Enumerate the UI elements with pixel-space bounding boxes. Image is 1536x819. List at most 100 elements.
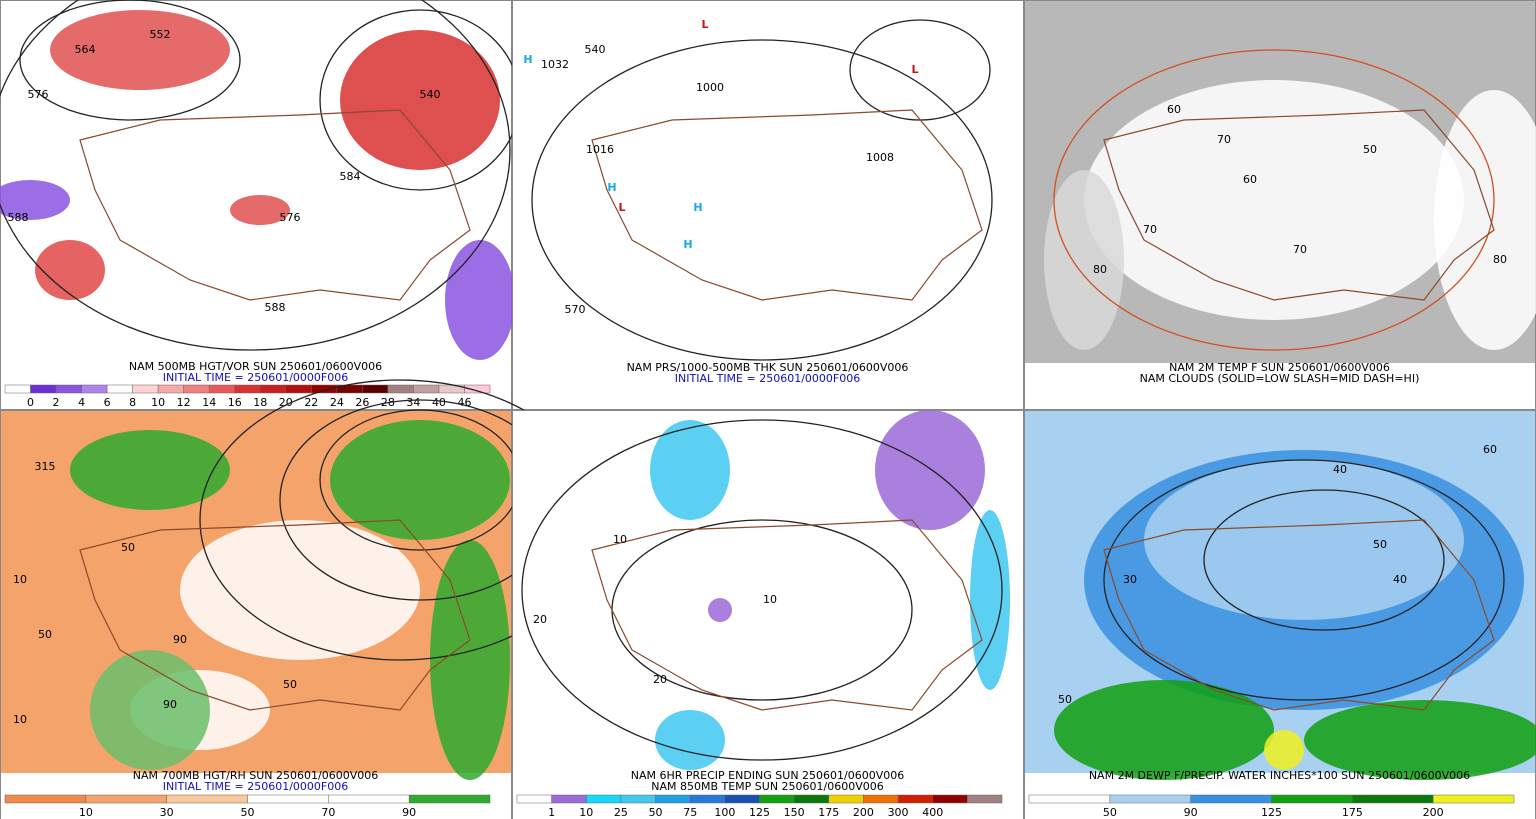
- colorbar-label: 50: [241, 806, 255, 819]
- map-outline: [1103, 519, 1495, 711]
- map-label: 70: [1143, 223, 1157, 236]
- map-label: 1000: [696, 81, 724, 94]
- panel: 50 30 40 50 40 60 NAM 2M DEWP F/PRECIP. WATER …: [1024, 410, 1536, 819]
- contour: [0, 0, 511, 351]
- colorbar-swatch: [516, 794, 552, 804]
- colorbar-swatch: [106, 384, 133, 394]
- map-label: 40: [1393, 573, 1407, 586]
- field-shade: [1434, 90, 1536, 350]
- caption-line: NAM 850MB TEMP SUN 250601/0600V006: [651, 780, 884, 793]
- colorbar-swatch: [1028, 794, 1111, 804]
- field-shade: [1264, 730, 1304, 770]
- field-shade: [655, 710, 725, 770]
- field-shade: [445, 240, 515, 360]
- map-label: 588: [265, 301, 286, 314]
- colorbar-swatch: [620, 794, 656, 804]
- panel: 60 70 80 70 50 60 80 70 NAM 2M TEMP F SUN 250601…: [1024, 0, 1536, 410]
- colorbar-swatch: [724, 794, 760, 804]
- map-label: 540: [585, 43, 606, 56]
- colorbar-label: 75: [683, 806, 697, 819]
- colorbar-label: 22: [304, 396, 318, 409]
- colorbar-label: 50: [1103, 806, 1117, 819]
- colorbar-label: 100: [714, 806, 735, 819]
- colorbar-swatch: [85, 794, 167, 804]
- field-shade: [35, 240, 105, 300]
- field-shade: [230, 195, 290, 225]
- caption-line: NAM 700MB HGT/RH SUN 250601/0600V006: [133, 769, 378, 782]
- colorbar-label: 40: [432, 396, 446, 409]
- colorbar-swatch: [897, 794, 933, 804]
- colorbar-label: 18: [253, 396, 267, 409]
- map-label: L: [911, 63, 918, 76]
- field-shade: [708, 598, 732, 622]
- colorbar-swatch: [4, 794, 87, 804]
- colorbar-label: 400: [922, 806, 943, 819]
- colorbar-swatch: [1432, 794, 1515, 804]
- map-label: 20: [653, 673, 667, 686]
- caption-line: NAM 2M DEWP F/PRECIP. WATER INCHES*100 S…: [1089, 769, 1470, 782]
- colorbar-swatch: [285, 384, 312, 394]
- colorbar-swatch: [4, 384, 31, 394]
- caption-line: NAM 2M TEMP F SUN 250601/0600V006: [1169, 361, 1390, 374]
- colorbar-label: 34: [406, 396, 420, 409]
- colorbar-label: 8: [129, 396, 136, 409]
- colorbar-swatch: [234, 384, 261, 394]
- colorbar-swatch: [132, 384, 159, 394]
- colorbar-swatch: [208, 384, 235, 394]
- colorbar-label: 0: [27, 396, 34, 409]
- colorbar-label: 30: [160, 806, 174, 819]
- panel: 20 10 20 10 NAM 6HR PRECIP ENDING SUN 250601…: [512, 410, 1024, 819]
- colorbar-swatch: [183, 384, 210, 394]
- map-label: H: [693, 201, 702, 214]
- field-shade: [50, 10, 230, 90]
- field-shade: [90, 650, 210, 770]
- caption-line: NAM 6HR PRECIP ENDING SUN 250601/0600V00…: [631, 769, 905, 782]
- contour: [1103, 459, 1505, 701]
- caption-line: NAM PRS/1000-500MB THK SUN 250601/0600V0…: [627, 361, 909, 374]
- colorbar-label: 70: [321, 806, 335, 819]
- map-label: 70: [1293, 243, 1307, 256]
- colorbar-swatch: [247, 794, 329, 804]
- map-label: H: [683, 238, 692, 251]
- colorbar-label: 10: [79, 806, 93, 819]
- colorbar-swatch: [260, 384, 287, 394]
- contour: [521, 419, 1003, 761]
- caption-line: INITIAL TIME = 250601/0000F006: [163, 371, 348, 384]
- map-label: 60: [1483, 443, 1497, 456]
- map-outline: [591, 109, 983, 301]
- colorbar-label: 25: [614, 806, 628, 819]
- colorbar-label: 90: [1184, 806, 1198, 819]
- colorbar-swatch: [464, 384, 491, 394]
- field-shade: [0, 180, 70, 220]
- field-shade: [650, 420, 730, 520]
- colorbar-swatch: [362, 384, 389, 394]
- map-label: 40: [1333, 463, 1347, 476]
- map-label: H: [523, 53, 532, 66]
- panel: 564 552 576 588 540 584 576 588 NAM 500MB HGT/VO…: [0, 0, 521, 410]
- map-label: 50: [283, 678, 297, 691]
- colorbar-swatch: [828, 794, 864, 804]
- map-label: 584: [340, 170, 361, 183]
- colorbar-swatch: [55, 384, 82, 394]
- map-label: 50: [1363, 143, 1377, 156]
- colorbar-label: 175: [818, 806, 839, 819]
- colorbar-label: 4: [78, 396, 85, 409]
- colorbar-label: 150: [784, 806, 805, 819]
- map-label: 1008: [866, 151, 894, 164]
- colorbar-swatch: [157, 384, 184, 394]
- colorbar-label: 14: [202, 396, 216, 409]
- field-shade: [340, 30, 500, 170]
- colorbar-swatch: [759, 794, 795, 804]
- colorbar-swatch: [30, 384, 57, 394]
- map-label: 10: [763, 593, 777, 606]
- map-label: L: [618, 201, 625, 214]
- field-shade: [1304, 700, 1536, 780]
- field-shade: [970, 510, 1010, 690]
- field-shade: [1144, 460, 1464, 620]
- colorbar-swatch: [863, 794, 899, 804]
- colorbar-label: 300: [888, 806, 909, 819]
- map-label: 1016: [586, 143, 614, 156]
- map-label: 10: [613, 533, 627, 546]
- map-label: 10: [13, 573, 27, 586]
- colorbar-label: 6: [104, 396, 111, 409]
